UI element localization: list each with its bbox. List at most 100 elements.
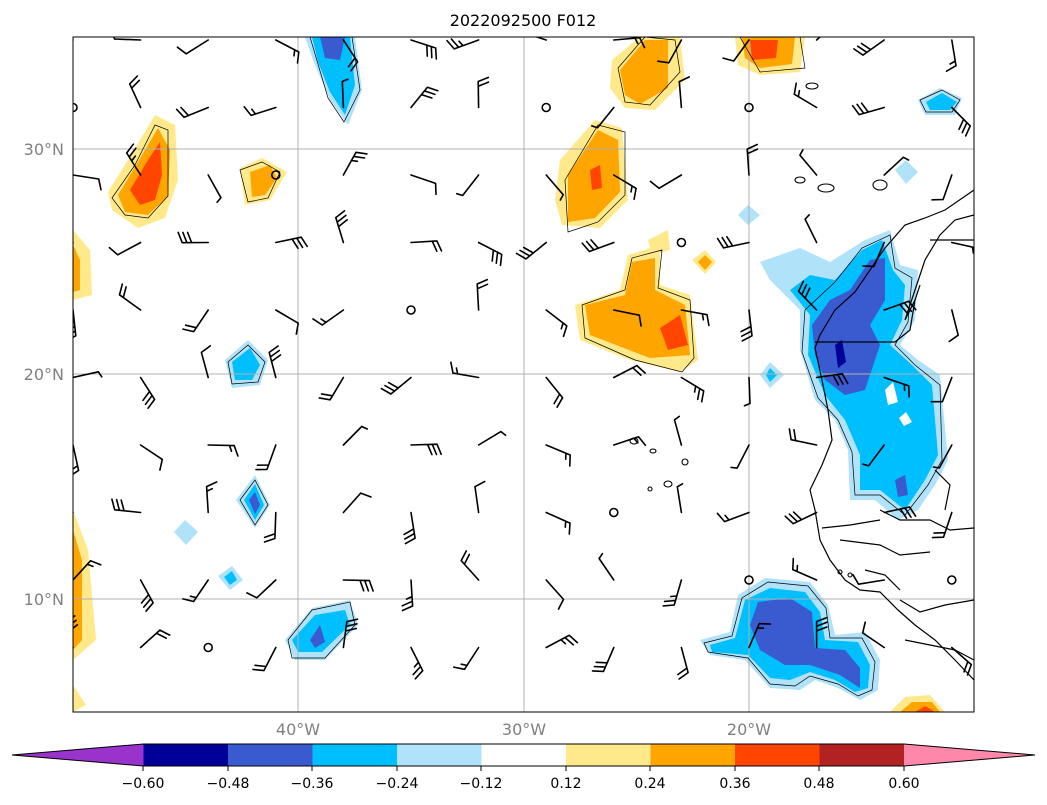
- wind-barb: [128, 75, 142, 109]
- wind-barb: [474, 480, 486, 514]
- wind-barb: [746, 143, 759, 176]
- wind-barb: [883, 156, 910, 176]
- colorbar-tick-label: 0.48: [803, 776, 834, 792]
- negative-region: [812, 258, 885, 395]
- negative-region: [899, 412, 912, 426]
- wind-barb: [613, 436, 647, 447]
- wind-barb: [788, 428, 818, 446]
- wind-barb: [73, 444, 80, 476]
- colorbar: −0.60 −0.48 −0.36 −0.24 −0.12 0.12 0.24 …: [11, 743, 1036, 792]
- wind-barb: [410, 39, 438, 60]
- wind-barb: [613, 174, 637, 200]
- wind-barb: [453, 646, 480, 671]
- contour-lines: [111, 37, 961, 697]
- wind-barb: [73, 241, 74, 244]
- wind-barb: [318, 376, 345, 401]
- wind-barb: [460, 550, 480, 581]
- wind-barb: [815, 373, 849, 386]
- wind-barb: [342, 618, 359, 649]
- colorbar-cell: [397, 744, 483, 766]
- wind-barb: [545, 376, 564, 408]
- wind-barb: [139, 376, 156, 409]
- colorbar-cells: [11, 743, 1036, 767]
- positive-region: [915, 706, 935, 712]
- wind-barb: [182, 579, 209, 603]
- wind-barb: [207, 444, 239, 457]
- wind-barb: [177, 231, 209, 244]
- negative-region: [320, 37, 345, 60]
- negative-region: [750, 598, 860, 688]
- wind-barb: [73, 371, 103, 379]
- positive-anomaly-regions: [73, 37, 945, 712]
- wind-barb: [815, 616, 828, 649]
- negative-region: [174, 520, 198, 545]
- wind-barb: [673, 415, 683, 446]
- wind-barb: [680, 309, 710, 327]
- wind-barb: [205, 481, 218, 514]
- wind-barb: [931, 511, 953, 539]
- wind-barb: [545, 634, 579, 649]
- negative-region: [926, 93, 957, 110]
- colorbar-cell: [650, 744, 736, 766]
- wind-barb: [268, 345, 282, 379]
- positive-region: [750, 40, 778, 60]
- map-panel: [72, 36, 975, 713]
- positive-region: [590, 165, 602, 190]
- calm-wind-marker: [270, 170, 281, 180]
- wind-barb: [401, 579, 414, 612]
- wind-barb: [591, 106, 615, 129]
- wind-barb: [730, 444, 750, 469]
- wind-barb: [176, 39, 209, 55]
- wind-barb: [545, 174, 564, 201]
- colorbar-tick-label: −0.36: [291, 776, 334, 792]
- wind-barb: [748, 622, 772, 649]
- wind-barb: [930, 376, 953, 403]
- colorbar-labels: −0.60 −0.48 −0.36 −0.24 −0.12 0.12 0.24 …: [122, 776, 920, 792]
- wind-barb: [853, 39, 885, 56]
- wind-barb: [799, 149, 818, 176]
- wind-barb: [797, 280, 818, 311]
- colorbar-tick-label: 0.60: [888, 776, 919, 792]
- wind-barb: [743, 376, 751, 407]
- islands: [629, 82, 888, 578]
- lat-label: 30°N: [24, 140, 64, 159]
- wind-barb: [945, 39, 957, 72]
- wind-barb: [342, 151, 368, 176]
- wind-barb: [73, 309, 77, 339]
- wind-barb: [410, 443, 442, 456]
- wind-barb: [275, 309, 299, 335]
- wind-barb: [680, 376, 705, 403]
- positive-region: [250, 165, 277, 197]
- colorbar-tick-label: −0.12: [460, 776, 503, 792]
- positive-region: [73, 685, 86, 712]
- wind-barb: [545, 444, 571, 467]
- wind-barb: [118, 283, 142, 311]
- negative-region: [312, 37, 355, 115]
- wind-barb: [111, 498, 142, 514]
- colorbar-tick-label: 0.24: [634, 776, 665, 792]
- colorbar-cell: [143, 744, 229, 766]
- positive-region: [73, 245, 80, 292]
- wind-barbs: [73, 37, 974, 680]
- calm-wind-marker: [676, 237, 687, 248]
- wind-barb: [342, 425, 368, 446]
- gridlines: [73, 37, 974, 712]
- wind-barb: [948, 309, 959, 343]
- wind-barb: [545, 511, 571, 535]
- positive-region: [620, 40, 668, 104]
- wind-barb: [598, 552, 615, 581]
- lon-label: 20°W: [727, 720, 771, 739]
- wind-barb: [545, 579, 565, 610]
- positive-region: [130, 142, 162, 205]
- wind-barb: [380, 376, 412, 395]
- wind-barb: [342, 492, 372, 514]
- wind-barb: [342, 579, 374, 592]
- wind-barb: [275, 39, 300, 64]
- wind-barb: [410, 646, 424, 680]
- colorbar-cell: [481, 744, 567, 766]
- wind-barb: [477, 241, 503, 267]
- positive-region: [660, 315, 688, 350]
- negative-region: [895, 160, 918, 184]
- lon-label: 30°W: [502, 720, 546, 739]
- wind-barb: [108, 241, 142, 256]
